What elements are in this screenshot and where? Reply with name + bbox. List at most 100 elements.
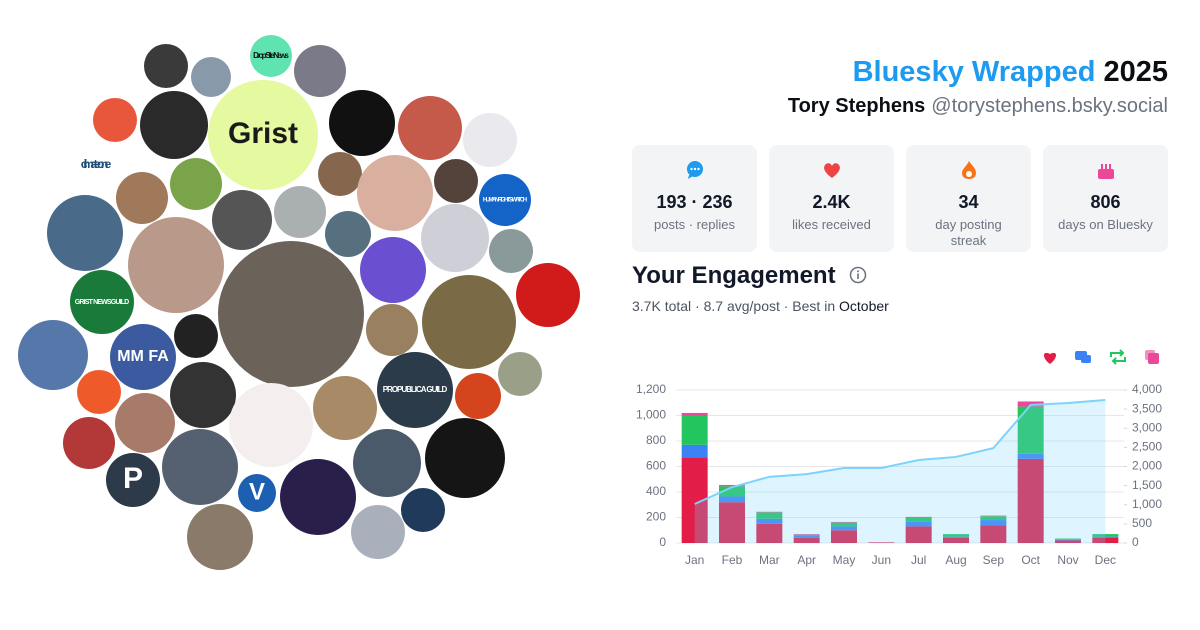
avatar: [366, 304, 418, 356]
bar-segment: [719, 502, 745, 543]
line: [694, 398, 1106, 505]
stat-label: posts · replies: [654, 217, 735, 232]
avatar: [47, 195, 123, 271]
x-tick-label: May: [833, 553, 856, 567]
stat-card: 34 day posting streak: [906, 145, 1031, 252]
avatar-label: P: [123, 462, 143, 495]
x-tick-label: Nov: [1057, 553, 1078, 567]
x-tick-label: Mar: [759, 553, 780, 567]
section-title: Your Engagement: [632, 262, 889, 290]
avatar: [218, 241, 364, 387]
legend-icon: [1145, 350, 1155, 360]
avatar: [516, 263, 580, 327]
summary: 3.7K total · 8.7 avg/post · Best in Octo…: [632, 298, 889, 314]
engagement-heading: Your Engagement 3.7K total · 8.7 avg/pos…: [632, 262, 889, 314]
bar-segment: [943, 534, 969, 537]
bar-segment: [681, 444, 708, 458]
brand: Bluesky Wrapped: [852, 56, 1096, 88]
legend-icon: [1081, 355, 1091, 363]
stat-label: day posting streak: [935, 217, 1002, 248]
bar-segment: [793, 535, 820, 538]
stat-label: likes received: [792, 217, 871, 232]
bar-segment: [905, 526, 932, 543]
legend-icon: [1148, 353, 1159, 364]
icon: [961, 161, 976, 179]
avatar: [498, 352, 542, 396]
bar-segment: [719, 496, 745, 503]
y-tick-label: 1,200: [636, 382, 666, 396]
bar-segment: [1017, 453, 1044, 459]
avatar: [174, 314, 218, 358]
avatar: [398, 96, 462, 160]
avatar: [377, 352, 453, 428]
avatar: [489, 229, 533, 273]
avatar-label: PROPUBLICA GUILD: [383, 385, 448, 394]
avatar-label: MM FA: [117, 348, 169, 365]
summary-text: 3.7K total · 8.7 avg/post · Best in: [632, 298, 836, 314]
bar-segment: [980, 525, 1007, 543]
avatar-label: climate one: [81, 157, 112, 171]
bar-segment: [756, 523, 783, 543]
avatar: [187, 504, 253, 570]
chart-title: Your Engagement: [632, 262, 836, 289]
avatar: [294, 45, 346, 97]
bar-segment: [905, 516, 932, 518]
avatar: [401, 488, 445, 532]
icon: [1097, 164, 1114, 179]
bar-segment: [831, 526, 857, 531]
avatar: [280, 459, 356, 535]
bar-segment: [868, 542, 895, 543]
stat-card: 193 · 236 posts · replies: [632, 145, 757, 252]
bar-segment: [681, 415, 708, 445]
y2-tick-label: 0: [1132, 535, 1139, 549]
y2-tick-label: 500: [1132, 516, 1152, 530]
x-tick-label: Sep: [983, 553, 1005, 567]
stat-label: days on Bluesky: [1058, 217, 1153, 232]
stat-value: 34: [958, 192, 979, 212]
avatar: [357, 155, 433, 231]
bar-segment: [831, 521, 857, 523]
display-name: Tory Stephens: [787, 95, 926, 117]
info-icon[interactable]: [848, 265, 868, 285]
bar-segment: [980, 515, 1007, 517]
avatar: [78, 147, 114, 183]
avatar: [93, 98, 137, 142]
y2-tick-label: 3,000: [1132, 420, 1162, 434]
avatar: [250, 35, 292, 77]
avatar: [353, 429, 421, 497]
y2-tick-label: 1,500: [1132, 478, 1162, 492]
avatar: [140, 91, 208, 159]
bar-segment: [1017, 406, 1044, 454]
bar-segment: [905, 521, 932, 527]
year: 2025: [1103, 56, 1168, 88]
avatar: [63, 417, 115, 469]
legend-icon: [1075, 351, 1087, 360]
avatar: [77, 370, 121, 414]
avatar: [208, 80, 318, 190]
y2-tick-label: 2,500: [1132, 440, 1162, 454]
bar-segment: [905, 517, 932, 522]
legend-icon: [1043, 352, 1057, 364]
avatar: [106, 453, 160, 507]
avatar-label: Drop Site News: [253, 51, 289, 60]
avatar: [425, 418, 505, 498]
y-tick-label: 600: [646, 459, 666, 473]
y2-tick-label: 4,000: [1132, 382, 1162, 396]
x-tick-label: Jul: [911, 553, 926, 567]
bar-segment: [793, 537, 820, 543]
bar-segment: [1055, 539, 1081, 541]
y2-tick-label: 2,000: [1132, 459, 1162, 473]
avatar: [325, 211, 371, 257]
x-tick-label: Feb: [722, 553, 743, 567]
bar-segment: [793, 534, 820, 536]
avatar: [434, 159, 478, 203]
x-tick-label: Jun: [872, 553, 891, 567]
avatar: [318, 152, 362, 196]
avatar-label: GRIST NEWSGUILD: [75, 299, 129, 306]
avatar: [170, 362, 236, 428]
x-tick-label: Aug: [945, 553, 966, 567]
bar-segment: [756, 512, 783, 519]
bar-segment: [1092, 537, 1119, 543]
x-tick-label: Apr: [797, 553, 816, 567]
bar-segment: [793, 534, 820, 535]
